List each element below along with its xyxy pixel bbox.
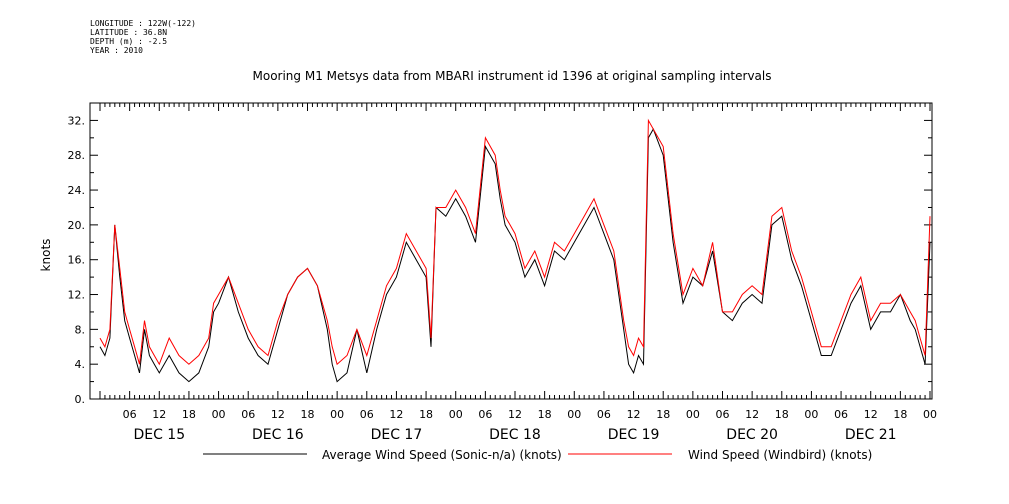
x-tick-label: 18 (301, 408, 315, 421)
x-tick-label: 12 (508, 408, 522, 421)
x-tick-label: 06 (360, 408, 374, 421)
legend: Average Wind Speed (Sonic-n/a) (knots) W… (203, 448, 872, 462)
x-tick-label: 12 (627, 408, 641, 421)
x-tick-label: 12 (271, 408, 285, 421)
y-tick-label: 20. (68, 219, 86, 232)
depth-text: DEPTH (m) : -2.5 (90, 37, 168, 46)
series-layer (99, 118, 931, 383)
y-tick-label: 16. (68, 254, 86, 267)
x-day-label: DEC 16 (252, 427, 304, 443)
y-axis: 0. 4. 8. 12. 16. 20. 24. 28. 32. (68, 102, 932, 406)
x-tick-label: 12 (389, 408, 403, 421)
x-tick-label: 06 (716, 408, 730, 421)
y-tick-label: 8. (75, 323, 86, 336)
y-tick-label: 24. (68, 184, 86, 197)
x-tick-label: 00 (804, 408, 818, 421)
x-tick-label: 18 (893, 408, 907, 421)
y-tick-label: 0. (75, 393, 86, 406)
longitude-text: LONGITUDE : 122W(-122) (90, 19, 196, 28)
x-tick-label: 18 (182, 408, 196, 421)
x-day-label: DEC 18 (489, 427, 541, 443)
x-tick-label: 00 (686, 408, 700, 421)
y-tick-label: 28. (68, 149, 86, 162)
y-tick-label: 32. (68, 114, 86, 127)
chart-title: Mooring M1 Metsys data from MBARI instru… (253, 69, 772, 83)
legend-label-average: Average Wind Speed (Sonic-n/a) (knots) (322, 448, 562, 462)
x-tick-label: 00 (923, 408, 937, 421)
x-tick-label: 06 (597, 408, 611, 421)
x-tick-label: 06 (478, 408, 492, 421)
x-tick-label: 12 (745, 408, 759, 421)
plot-frame (89, 102, 933, 400)
x-tick-label: 06 (123, 408, 137, 421)
x-tick-label: 18 (656, 408, 670, 421)
y-tick-label: 12. (68, 289, 86, 302)
x-day-label: DEC 21 (845, 427, 897, 443)
x-tick-label: 00 (330, 408, 344, 421)
x-tick-label: 12 (864, 408, 878, 421)
x-day-label: DEC 15 (133, 427, 185, 443)
x-tick-label: 06 (241, 408, 255, 421)
x-tick-label: 18 (538, 408, 552, 421)
x-tick-label: 06 (834, 408, 848, 421)
legend-label-windbird: Wind Speed (Windbird) (knots) (688, 448, 872, 462)
latitude-text: LATITUDE : 36.8N (90, 28, 168, 37)
x-day-label: DEC 20 (726, 427, 778, 443)
x-day-label: DEC 19 (608, 427, 660, 443)
series-line-average (99, 127, 931, 383)
x-tick-label: 00 (449, 408, 463, 421)
x-day-label: DEC 17 (371, 427, 423, 443)
x-tick-label: 00 (567, 408, 581, 421)
x-tick-label: 00 (212, 408, 226, 421)
series-line-windbird (99, 118, 931, 366)
year-text: YEAR : 2010 (90, 46, 143, 55)
y-tick-label: 4. (75, 358, 86, 371)
y-axis-label: knots (39, 239, 53, 272)
x-tick-label: 18 (419, 408, 433, 421)
metadata-block: LONGITUDE : 122W(-122) LATITUDE : 36.8N … (90, 19, 196, 55)
x-tick-label: 18 (775, 408, 789, 421)
x-tick-label: 12 (152, 408, 166, 421)
x-axis: 06 12 18 00 06 12 18 00 06 12 18 00 06 12 18 00 06 12 18 00… (99, 103, 937, 443)
